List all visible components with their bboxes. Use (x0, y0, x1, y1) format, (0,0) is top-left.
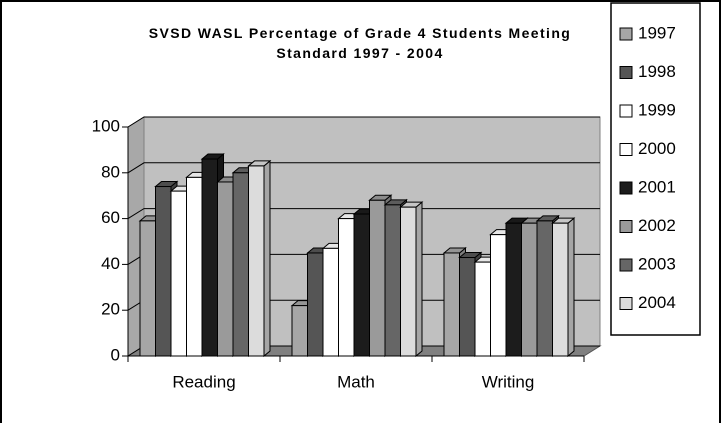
bar-front (155, 186, 172, 357)
legend-label: 2002 (638, 216, 676, 235)
legend-label: 2003 (638, 254, 676, 273)
legend-swatch (619, 258, 633, 272)
legend-swatch (619, 66, 633, 79)
bar (399, 201, 424, 358)
legend-swatch (619, 220, 633, 233)
chart-title: SVSD WASL Percentage of Grade 4 Students… (148, 25, 572, 61)
x-tick-label: Math (337, 372, 375, 391)
bar-front (201, 158, 218, 357)
legend-box (610, 2, 701, 336)
y-tick-label: 100 (92, 116, 120, 135)
y-tick-label: 20 (101, 300, 120, 319)
bar-front (186, 176, 203, 357)
legend-label: 1999 (638, 100, 676, 119)
y-tick-label: 80 (101, 162, 120, 181)
bar-front (248, 165, 265, 357)
legend-label: 2001 (638, 177, 676, 196)
bar (247, 159, 272, 358)
bar-front (353, 213, 370, 357)
bar-front (384, 204, 401, 357)
bar-front (217, 181, 234, 357)
grid-line (127, 162, 600, 174)
legend-swatch (619, 181, 633, 195)
bar-front (521, 222, 538, 357)
legend-swatch (619, 27, 633, 41)
grid-line (127, 116, 600, 128)
x-tick-label: Writing (482, 372, 535, 391)
bar-front (505, 222, 522, 357)
bar-side (415, 201, 423, 358)
bar-side (567, 217, 575, 358)
grid-line (127, 208, 600, 220)
y-tick-label: 0 (111, 345, 120, 364)
y-tick-label: 60 (101, 208, 120, 227)
bar-side (263, 159, 271, 358)
bar-front (443, 252, 460, 357)
bar-front (369, 199, 386, 357)
legend-swatch (619, 297, 633, 310)
bar-front (338, 218, 355, 357)
bar-front (474, 261, 491, 357)
bar-front (322, 247, 339, 357)
legend-label: 2000 (638, 139, 676, 158)
legend-swatch (619, 143, 633, 156)
legend-label: 1997 (638, 23, 676, 42)
bar-front (170, 190, 187, 357)
bar (551, 217, 576, 358)
bar-front (291, 305, 308, 357)
x-tick-label: Reading (172, 372, 235, 391)
bar-front (400, 206, 417, 357)
bar-front (232, 172, 249, 357)
bar-front (552, 222, 569, 357)
bar-front (459, 257, 476, 357)
y-tick-label: 40 (101, 254, 120, 273)
bar-front (490, 234, 507, 357)
legend-label: 2004 (638, 293, 676, 312)
bar-front (139, 220, 156, 357)
legend-label: 1998 (638, 62, 676, 81)
legend-swatch (619, 104, 633, 118)
bar-front (307, 252, 324, 357)
bar-front (536, 220, 553, 357)
